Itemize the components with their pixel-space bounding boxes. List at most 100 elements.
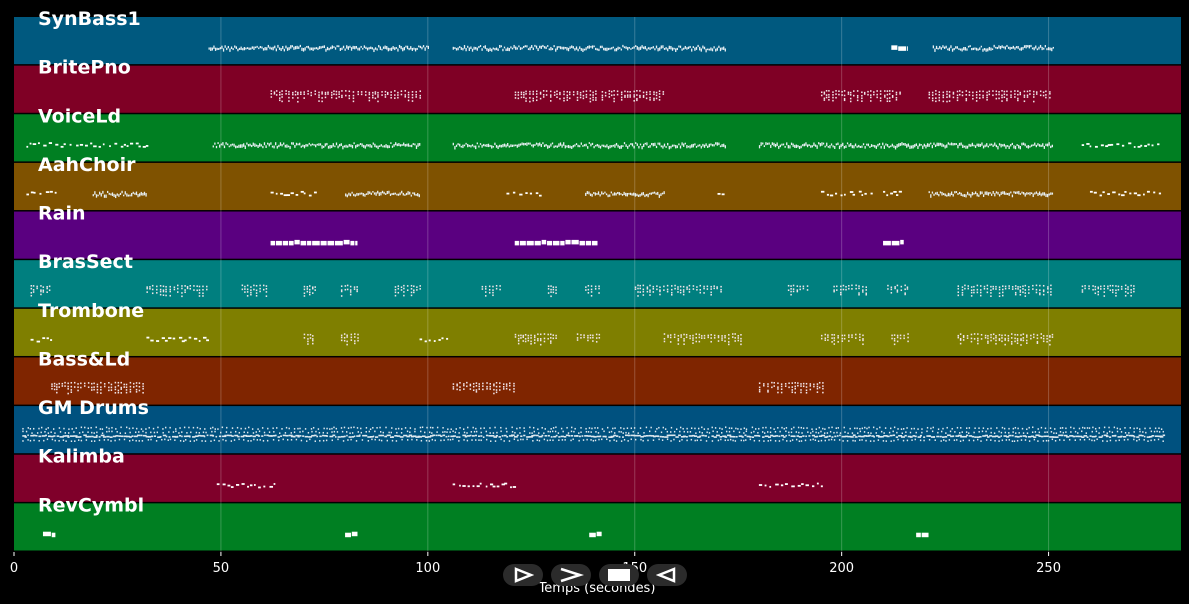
note: [426, 426, 428, 429]
note: [242, 48, 244, 51]
note: [814, 435, 818, 438]
note: [142, 430, 144, 433]
note: [772, 435, 776, 438]
note: [1019, 435, 1022, 438]
note: [351, 145, 354, 149]
note: [50, 435, 54, 438]
play-forward-button[interactable]: [503, 564, 543, 586]
note: [465, 48, 467, 52]
note: [642, 284, 645, 287]
note: [132, 386, 135, 388]
note: [936, 142, 938, 147]
note: [1091, 430, 1093, 433]
note: [656, 285, 658, 287]
note: [614, 48, 616, 52]
note: [824, 145, 826, 148]
note: [665, 47, 667, 50]
note: [43, 439, 45, 442]
note: [38, 440, 40, 442]
fast-forward-button[interactable]: [551, 564, 591, 586]
note: [935, 97, 937, 99]
note: [293, 46, 295, 50]
note: [847, 93, 850, 95]
note: [738, 435, 743, 437]
note: [632, 430, 634, 433]
note: [672, 434, 676, 437]
note: [418, 45, 420, 48]
note: [492, 285, 494, 288]
note: [90, 142, 93, 145]
note: [642, 290, 645, 293]
note: [971, 191, 974, 196]
note: [890, 291, 893, 294]
note: [613, 90, 615, 92]
note: [835, 96, 837, 99]
note: [384, 93, 387, 96]
note: [844, 193, 846, 196]
note: [620, 91, 623, 94]
note: [550, 291, 552, 293]
note: [1046, 340, 1048, 343]
note: [710, 340, 712, 343]
note: [883, 145, 885, 149]
note: [808, 144, 810, 146]
note: [306, 440, 308, 442]
note: [373, 48, 375, 53]
note: [942, 91, 945, 94]
note: [306, 288, 309, 290]
note: [211, 47, 213, 51]
note: [970, 333, 973, 336]
note: [480, 427, 482, 430]
note: [454, 431, 457, 434]
note: [1138, 438, 1141, 441]
note: [828, 99, 830, 101]
note: [681, 48, 683, 51]
note: [202, 285, 204, 288]
note: [400, 45, 402, 50]
note: [1138, 434, 1142, 437]
note: [424, 436, 429, 439]
note: [806, 289, 809, 291]
note: [559, 46, 562, 50]
play-outline-icon: [514, 567, 534, 583]
note: [843, 90, 846, 92]
note: [706, 431, 708, 434]
note: [466, 381, 468, 384]
note: [134, 192, 136, 195]
note: [346, 431, 348, 433]
note: [597, 191, 600, 195]
note: [493, 436, 498, 438]
note: [222, 435, 227, 438]
note: [545, 46, 547, 49]
note: [495, 434, 498, 437]
note: [447, 428, 449, 431]
note: [837, 341, 839, 343]
note: [326, 427, 328, 430]
note: [840, 144, 842, 148]
note: [833, 337, 836, 339]
note: [292, 142, 294, 145]
note: [990, 427, 992, 430]
note: [895, 436, 899, 438]
track-label-voiceld: VoiceLd: [38, 105, 121, 127]
note: [431, 438, 434, 441]
note: [202, 288, 204, 291]
note: [412, 143, 414, 145]
note: [987, 340, 989, 343]
note: [110, 389, 113, 391]
note: [267, 427, 269, 430]
note: [1012, 431, 1014, 433]
note: [627, 146, 629, 149]
play-reverse-button[interactable]: [647, 564, 687, 586]
stop-button[interactable]: [599, 564, 639, 586]
note: [700, 48, 702, 52]
note: [463, 388, 465, 390]
note: [1001, 337, 1003, 339]
note: [376, 48, 378, 51]
note: [485, 438, 488, 441]
note: [822, 427, 824, 430]
note: [847, 432, 849, 435]
note: [626, 427, 629, 430]
note: [24, 436, 27, 438]
note: [785, 427, 788, 429]
